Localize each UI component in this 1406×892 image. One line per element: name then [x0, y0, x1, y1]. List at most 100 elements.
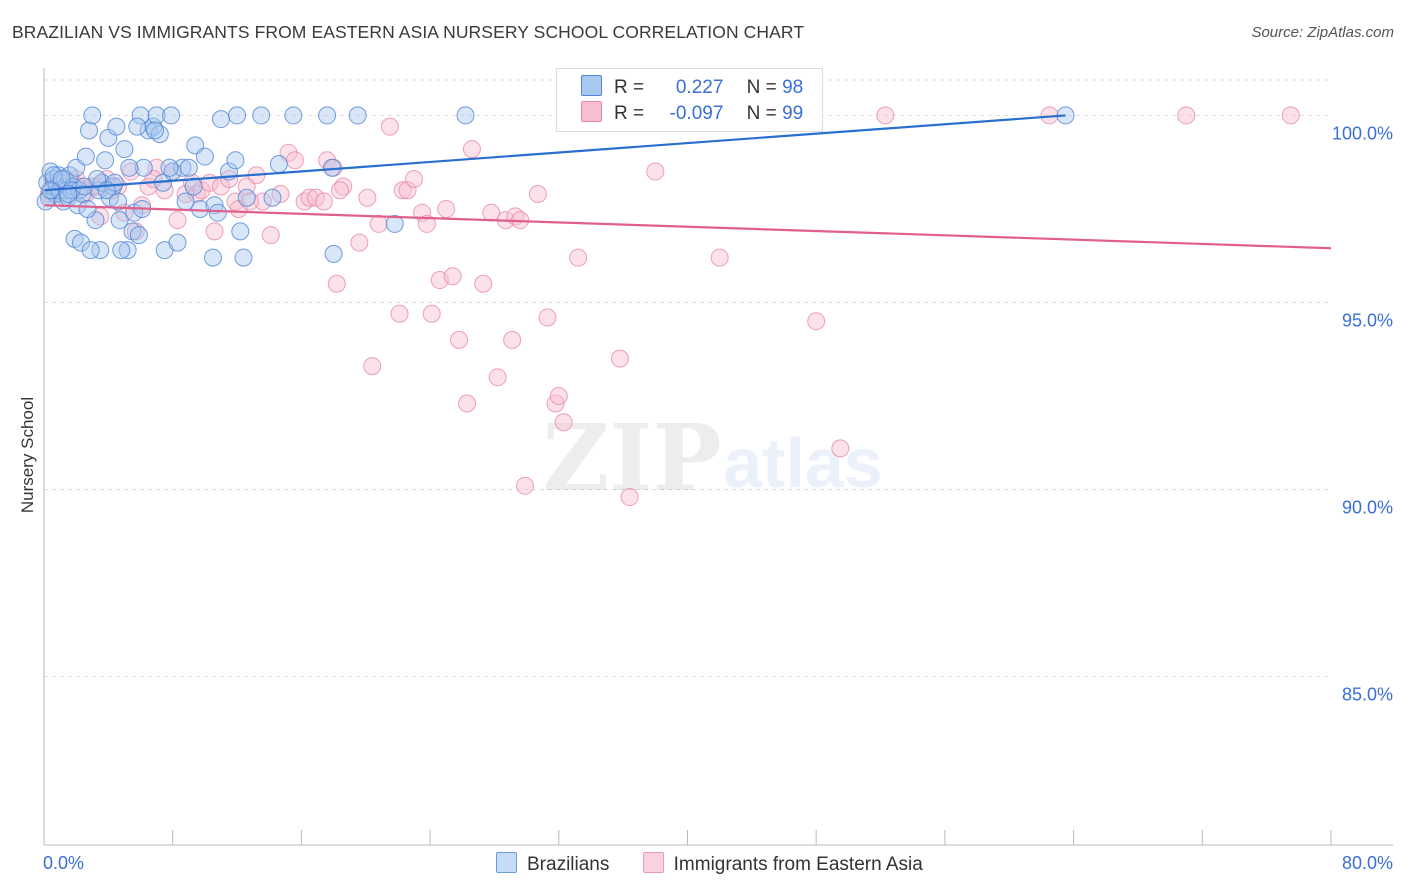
point-brazilians [96, 151, 115, 170]
point-eastern-asia [314, 192, 333, 211]
point-eastern-asia [331, 181, 350, 200]
point-eastern-asia [710, 248, 729, 267]
point-brazilians [184, 177, 203, 196]
point-eastern-asia [1177, 106, 1196, 125]
point-brazilians [284, 106, 303, 125]
point-eastern-asia [549, 387, 568, 406]
legend-row-eastern-asia: R = -0.097 N = 99 [581, 101, 803, 125]
point-eastern-asia [405, 170, 424, 189]
point-brazilians [324, 244, 343, 263]
legend-item-brazilians[interactable]: Brazilians [496, 852, 609, 876]
legend-r-value: -0.097 [669, 103, 724, 124]
point-eastern-asia [398, 181, 417, 200]
point-brazilians [176, 192, 195, 211]
point-brazilians [348, 106, 367, 125]
point-brazilians [134, 158, 153, 177]
point-brazilians [195, 147, 214, 166]
point-brazilians [81, 241, 100, 260]
legend-item-eastern-asia[interactable]: Immigrants from Eastern Asia [642, 852, 923, 876]
point-brazilians [211, 110, 230, 129]
legend-swatch-pink [642, 852, 664, 873]
point-eastern-asia [807, 312, 826, 331]
stats-legend: R = 0.227 N = 98 R = -0.097 N = 99 [556, 68, 823, 132]
point-brazilians [109, 192, 128, 211]
point-eastern-asia [462, 140, 481, 159]
point-brazilians [318, 106, 337, 125]
point-eastern-asia [474, 274, 493, 293]
point-brazilians [118, 241, 137, 260]
legend-r-label: R = [614, 77, 645, 98]
point-eastern-asia [300, 188, 319, 207]
legend-n-label: N = [746, 77, 777, 98]
point-eastern-asia [261, 226, 280, 245]
point-brazilians [80, 121, 99, 140]
point-brazilians [78, 199, 97, 218]
legend-swatch-blue [496, 852, 517, 873]
point-brazilians [237, 188, 256, 207]
point-eastern-asia [417, 214, 436, 233]
point-eastern-asia [458, 394, 477, 413]
point-brazilians [162, 106, 181, 125]
point-brazilians [83, 106, 102, 125]
point-brazilians [203, 248, 222, 267]
legend-row-brazilians: R = 0.227 N = 98 [581, 75, 803, 99]
point-brazilians [226, 151, 245, 170]
point-eastern-asia [443, 267, 462, 286]
point-eastern-asia [516, 476, 535, 495]
point-eastern-asia [503, 330, 522, 349]
point-brazilians [147, 106, 166, 125]
point-brazilians [76, 147, 95, 166]
y-tick-label: 85.0% [1342, 685, 1393, 705]
point-eastern-asia [369, 214, 388, 233]
legend-swatch-pink [581, 101, 602, 122]
point-eastern-asia [554, 413, 573, 432]
point-brazilians [131, 106, 150, 125]
point-brazilians [228, 106, 247, 125]
point-brazilians [107, 117, 126, 136]
point-eastern-asia [168, 211, 187, 230]
point-brazilians [72, 233, 91, 252]
point-brazilians [146, 121, 165, 140]
legend-label: Brazilians [527, 854, 610, 875]
watermark-atlas: atlas [723, 424, 883, 502]
point-eastern-asia [450, 330, 469, 349]
point-brazilians [128, 117, 147, 136]
y-tick-label: 95.0% [1342, 310, 1393, 330]
point-brazilians [179, 158, 198, 177]
trend-line-brazilians [43, 114, 1066, 192]
point-brazilians [191, 199, 210, 218]
legend-label: Immigrants from Eastern Asia [673, 854, 923, 875]
point-eastern-asia [528, 184, 547, 203]
trend-line-eastern-asia [43, 204, 1332, 250]
x-tick-label-max: 80.0% [1342, 853, 1393, 873]
legend-r-value: 0.227 [675, 77, 724, 98]
point-eastern-asia [393, 181, 412, 200]
gridlines: 100.0% 95.0% 90.0% 85.0% [44, 79, 1393, 705]
point-eastern-asia [646, 162, 665, 181]
point-eastern-asia [285, 151, 304, 170]
point-eastern-asia [437, 199, 456, 218]
point-brazilians [269, 155, 288, 174]
point-eastern-asia [350, 233, 369, 252]
point-brazilians [231, 222, 250, 241]
point-eastern-asia [327, 274, 346, 293]
point-eastern-asia [488, 368, 507, 387]
point-brazilians [91, 241, 110, 260]
legend-r-label: R = [614, 103, 645, 124]
point-brazilians [208, 203, 227, 222]
point-eastern-asia [390, 304, 409, 323]
point-eastern-asia [380, 117, 399, 136]
point-brazilians [234, 248, 253, 267]
axes [43, 68, 1393, 846]
point-eastern-asia [205, 222, 224, 241]
source-label: Source: ZipAtlas.com [1251, 24, 1394, 41]
legend-n-label: N = [746, 103, 777, 124]
point-brazilians [115, 140, 134, 159]
x-tick-label-min: 0.0% [43, 853, 84, 873]
legend-n-value: 98 [782, 77, 804, 98]
y-tick-label: 100.0% [1332, 123, 1393, 143]
point-brazilians [129, 226, 148, 245]
series-legend: Brazilians Immigrants from Eastern Asia [496, 852, 951, 876]
point-eastern-asia [422, 304, 441, 323]
